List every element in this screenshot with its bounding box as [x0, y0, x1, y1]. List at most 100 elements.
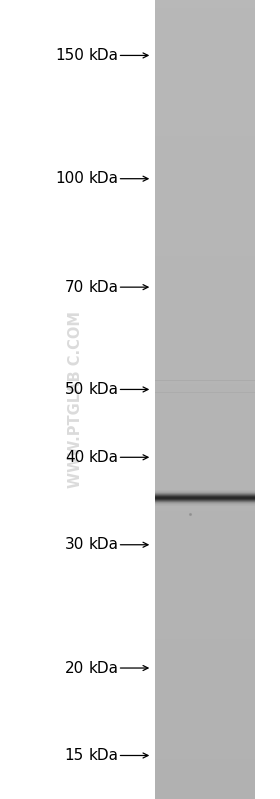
Text: WWW.PTGLAB C.COM: WWW.PTGLAB C.COM	[68, 311, 83, 488]
Bar	[155, 352, 255, 360]
Bar	[155, 216, 255, 224]
Bar	[155, 392, 255, 393]
Bar	[155, 775, 255, 783]
Bar	[155, 551, 255, 559]
Text: 15: 15	[65, 748, 84, 763]
Bar	[155, 304, 255, 312]
Bar	[155, 208, 255, 216]
Bar	[155, 152, 255, 160]
Bar	[155, 256, 255, 264]
Bar	[155, 423, 255, 431]
Bar	[155, 415, 255, 423]
Bar	[155, 56, 255, 64]
Bar	[155, 288, 255, 296]
Bar	[155, 639, 255, 647]
Bar	[155, 559, 255, 567]
Bar	[155, 703, 255, 711]
Text: 150: 150	[55, 48, 84, 63]
Text: 100: 100	[55, 171, 84, 186]
Bar	[155, 655, 255, 663]
Bar	[155, 392, 255, 400]
Bar	[155, 503, 255, 511]
Bar	[155, 224, 255, 232]
Bar	[155, 623, 255, 631]
Bar	[155, 184, 255, 192]
Bar	[155, 192, 255, 200]
Bar	[155, 695, 255, 703]
Bar	[155, 567, 255, 575]
Bar	[155, 144, 255, 152]
Bar	[155, 791, 255, 799]
Text: 20: 20	[65, 661, 84, 675]
Bar	[155, 519, 255, 527]
Text: kDa: kDa	[88, 48, 118, 63]
Bar	[155, 759, 255, 767]
Text: kDa: kDa	[88, 171, 118, 186]
Bar	[155, 368, 255, 376]
Bar	[155, 479, 255, 487]
Bar	[155, 599, 255, 607]
Bar	[155, 320, 255, 328]
Bar	[155, 719, 255, 727]
Bar	[155, 727, 255, 735]
Bar	[155, 431, 255, 439]
Bar	[155, 751, 255, 759]
Bar	[155, 615, 255, 623]
Bar	[155, 280, 255, 288]
Bar	[155, 463, 255, 471]
Bar	[155, 543, 255, 551]
Bar	[155, 32, 255, 40]
Bar	[155, 743, 255, 751]
Bar	[155, 591, 255, 599]
Bar	[155, 64, 255, 72]
Bar	[155, 272, 255, 280]
Bar	[155, 0, 255, 8]
Bar	[155, 663, 255, 671]
Bar	[155, 687, 255, 695]
Bar	[155, 360, 255, 368]
Bar	[155, 72, 255, 80]
Bar	[155, 24, 255, 32]
Bar	[155, 380, 255, 381]
Text: 70: 70	[65, 280, 84, 295]
Bar	[155, 312, 255, 320]
Bar	[155, 248, 255, 256]
Bar	[155, 384, 255, 392]
Bar	[155, 376, 255, 384]
Text: 30: 30	[65, 537, 84, 552]
Bar	[155, 16, 255, 24]
Bar	[155, 176, 255, 184]
Bar	[155, 439, 255, 447]
Bar	[155, 104, 255, 112]
Text: kDa: kDa	[88, 661, 118, 675]
Bar	[155, 232, 255, 240]
Bar	[155, 96, 255, 104]
Bar	[155, 328, 255, 336]
Bar	[155, 783, 255, 791]
Bar	[155, 336, 255, 344]
Bar	[155, 112, 255, 120]
Bar	[155, 647, 255, 655]
Bar	[155, 264, 255, 272]
Bar	[155, 527, 255, 535]
Bar	[155, 511, 255, 519]
Bar	[155, 535, 255, 543]
Bar	[155, 168, 255, 176]
Bar	[155, 40, 255, 48]
Text: kDa: kDa	[88, 382, 118, 397]
Bar	[155, 88, 255, 96]
Bar	[155, 671, 255, 679]
Text: kDa: kDa	[88, 450, 118, 465]
Bar	[155, 735, 255, 743]
Bar	[155, 400, 255, 407]
Text: 50: 50	[65, 382, 84, 397]
Bar	[155, 200, 255, 208]
Bar	[155, 575, 255, 583]
Bar	[155, 48, 255, 56]
Bar	[155, 455, 255, 463]
Bar	[155, 767, 255, 775]
Bar	[155, 631, 255, 639]
Bar	[155, 136, 255, 144]
Bar	[155, 296, 255, 304]
Bar	[155, 407, 255, 415]
